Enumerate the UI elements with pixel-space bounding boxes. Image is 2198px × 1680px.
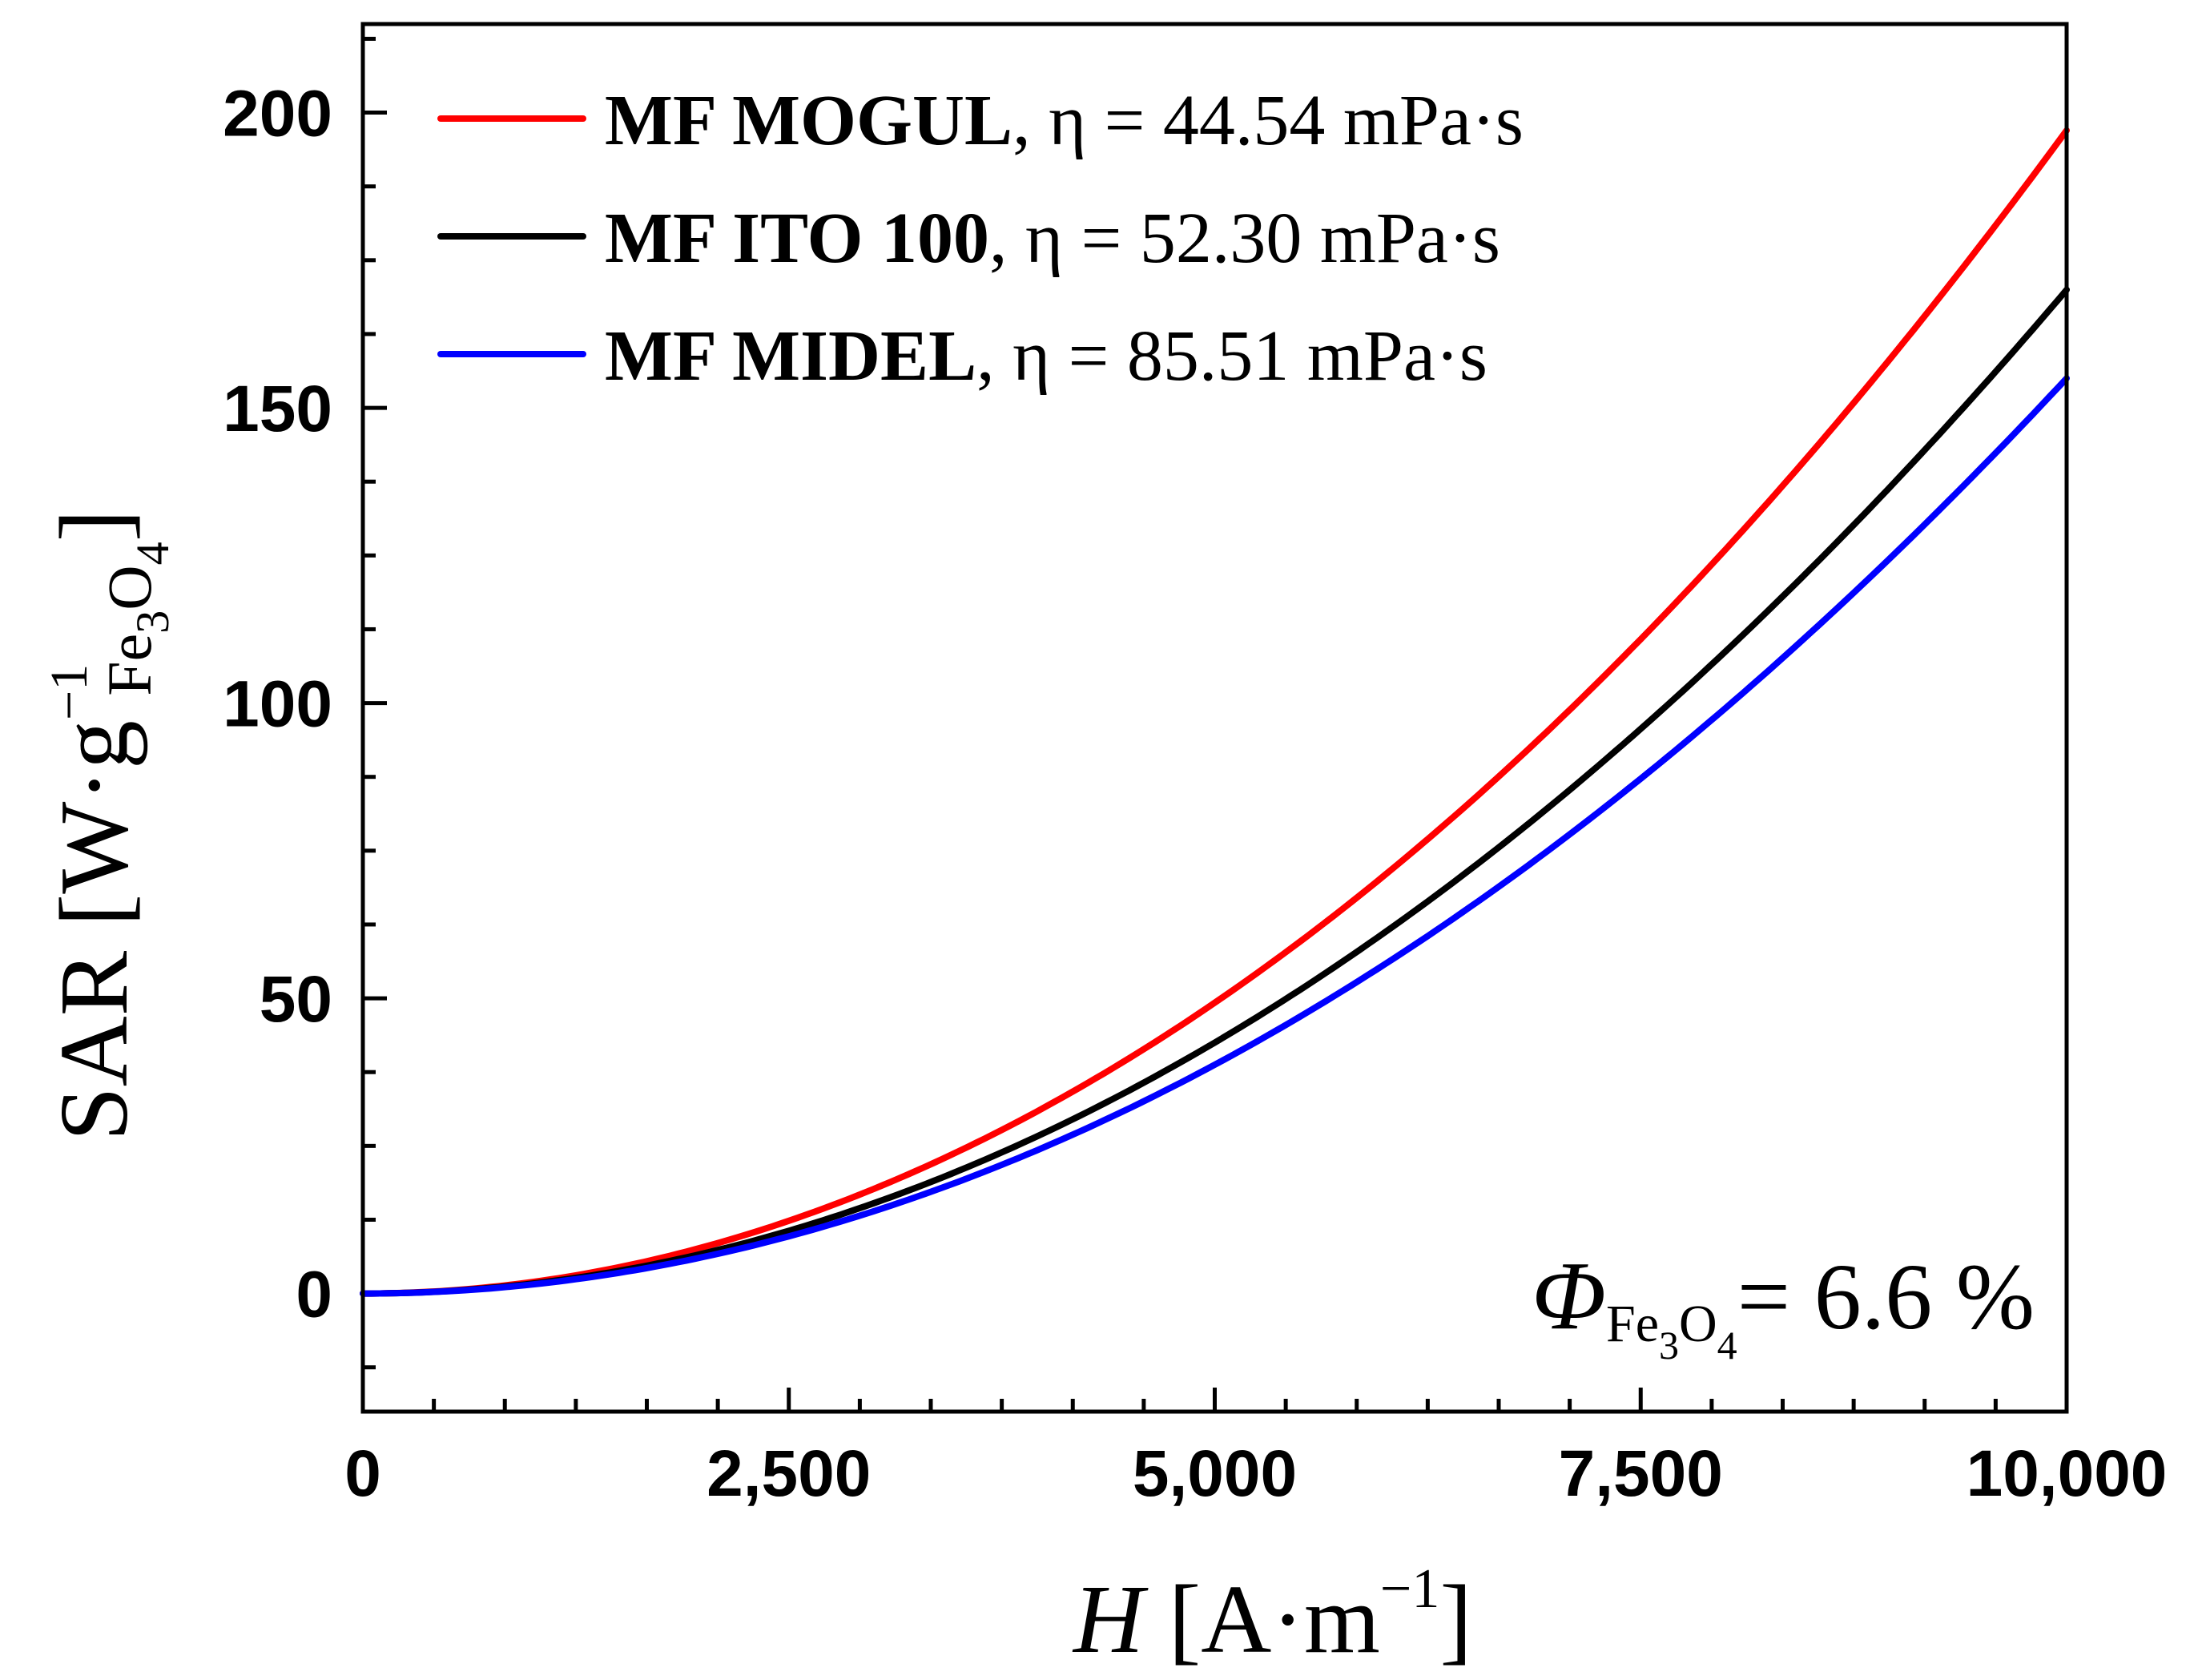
y-axis-label: SAR [W·g−1Fe3O4] <box>40 510 179 1141</box>
x-axis-label-exp: −1 <box>1380 1558 1439 1620</box>
y-axis-label-exp: −1 <box>40 664 99 720</box>
annotation-value: = 6.6 % <box>1737 1244 2035 1349</box>
x-axis-label-close: ] <box>1439 1565 1472 1674</box>
y-tick-label: 0 <box>296 1259 332 1332</box>
legend-name-midel: MF MIDEL <box>605 316 976 396</box>
plot-frame <box>360 22 2069 1414</box>
legend-name-mogul: MF MOGUL <box>605 81 1012 160</box>
x-axis-label: H [A·m−1] <box>1072 1558 1472 1674</box>
x-axis-label-symbol: H <box>1072 1565 1149 1674</box>
annotation-sub-fe: Fe <box>1606 1295 1659 1353</box>
y-axis-label-sub-o: O <box>95 565 164 610</box>
annotation-sub-o: O <box>1679 1295 1717 1353</box>
legend-entry-midel: MF MIDEL, η = 85.51 mPa·s <box>605 316 1487 396</box>
y-axis-label-sub-4: 4 <box>127 542 179 565</box>
x-tick-label: 10,000 <box>1967 1437 2168 1510</box>
y-axis-label-sub-fe: Fe <box>95 634 164 696</box>
y-tick-label: 150 <box>223 373 332 445</box>
legend-entry-ito100: MF ITO 100, η = 52.30 mPa·s <box>605 199 1500 278</box>
series-line-mogul <box>360 127 2070 1297</box>
y-tick-label: 100 <box>223 668 332 741</box>
series-group <box>360 127 2070 1297</box>
x-tick-label: 5,000 <box>1133 1437 1297 1510</box>
x-tick-label: 2,500 <box>706 1437 871 1510</box>
volume-fraction-annotation: ΦFe3O4= 6.6 % <box>1532 1242 2035 1368</box>
y-tick-label: 200 <box>223 78 332 151</box>
annotation-sub-3: 3 <box>1659 1323 1679 1368</box>
legend: MF MOGUL, η = 44.54 mPa·s MF ITO 100, η … <box>437 81 1524 396</box>
legend-entry-mogul: MF MOGUL, η = 44.54 mPa·s <box>605 81 1524 160</box>
legend-viscosity-midel: , η = 85.51 mPa·s <box>976 316 1487 396</box>
series-line-midel <box>360 375 2070 1297</box>
y-axis-label-close: ] <box>40 510 148 542</box>
annotation-sub-4: 4 <box>1717 1323 1737 1368</box>
annotation-phi-symbol: Φ <box>1532 1242 1606 1350</box>
x-tick-label: 0 <box>344 1437 381 1510</box>
legend-viscosity-mogul: , η = 44.54 mPa·s <box>1012 81 1524 160</box>
y-axis-label-prefix: SAR [W·g <box>40 720 148 1141</box>
x-axis-label-unit: [A·m <box>1144 1565 1380 1674</box>
tick-labels: 0 2,500 5,000 7,500 10,000 0 50 100 150 200 <box>223 78 2167 1510</box>
y-tick-label: 50 <box>260 963 332 1036</box>
legend-viscosity-ito100: , η = 52.30 mPa·s <box>989 199 1500 278</box>
y-axis-label-sub-3: 3 <box>127 610 179 634</box>
minor-ticks <box>363 36 1998 1412</box>
x-tick-label: 7,500 <box>1559 1437 1723 1510</box>
legend-name-ito100: MF ITO 100 <box>605 199 989 278</box>
